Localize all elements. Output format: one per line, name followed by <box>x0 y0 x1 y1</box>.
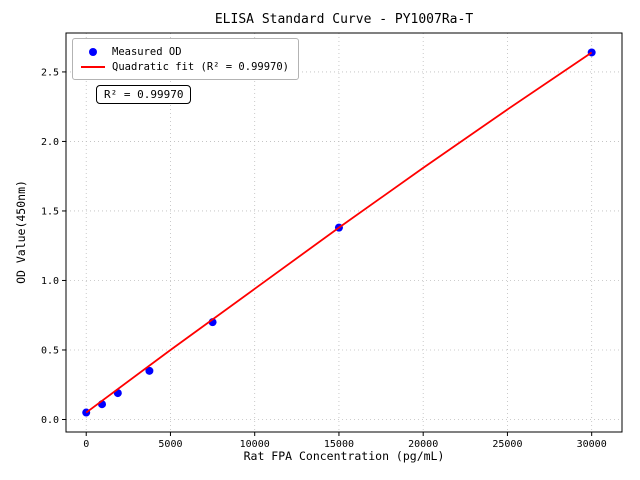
legend-entry-measured-od: Measured OD <box>80 44 289 59</box>
legend: Measured OD Quadratic fit (R² = 0.99970) <box>72 38 300 80</box>
y-axis-label: OD Value(450nm) <box>14 180 28 284</box>
svg-text:5000: 5000 <box>158 439 182 450</box>
legend-entry-quadratic-fit: Quadratic fit (R² = 0.99970) <box>80 59 289 74</box>
svg-text:25000: 25000 <box>492 439 522 450</box>
legend-label-measured-od: Measured OD <box>112 45 182 58</box>
svg-text:1.5: 1.5 <box>41 206 59 217</box>
svg-text:20000: 20000 <box>408 439 438 450</box>
svg-text:30000: 30000 <box>577 439 607 450</box>
legend-marker-measured-od-icon <box>80 47 106 56</box>
svg-text:15000: 15000 <box>324 439 354 450</box>
svg-text:0.0: 0.0 <box>41 415 59 426</box>
svg-text:2.0: 2.0 <box>41 137 59 148</box>
legend-marker-quadratic-fit-icon <box>80 65 106 68</box>
chart-title: ELISA Standard Curve - PY1007Ra-T <box>214 12 474 27</box>
x-axis-label: Rat FPA Concentration (pg/mL) <box>243 449 445 463</box>
red-line-icon <box>81 65 105 68</box>
svg-text:1.0: 1.0 <box>41 276 59 287</box>
legend-label-quadratic-fit: Quadratic fit (R² = 0.99970) <box>112 60 290 73</box>
svg-text:0: 0 <box>83 439 89 450</box>
svg-text:0.5: 0.5 <box>41 345 59 356</box>
blue-dot-icon <box>89 47 97 56</box>
r-squared-annotation: R² = 0.99970 <box>96 85 192 104</box>
svg-text:2.5: 2.5 <box>41 67 59 78</box>
svg-text:10000: 10000 <box>240 439 270 450</box>
